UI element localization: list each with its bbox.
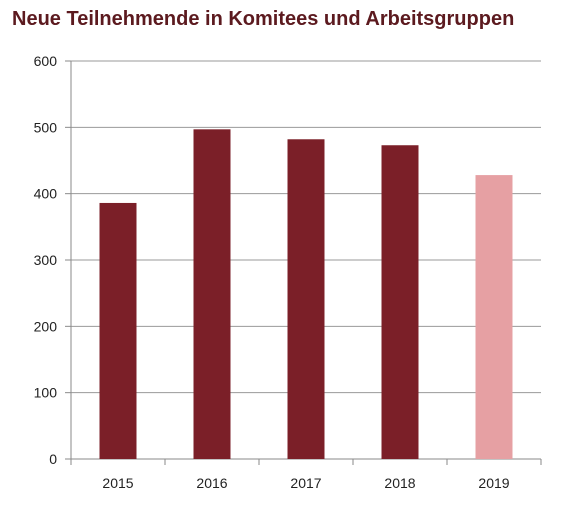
bar-2019 <box>475 175 513 460</box>
bar-2015 <box>99 202 137 459</box>
bar-2017 <box>287 139 325 460</box>
chart-title: Neue Teilnehmende in Komitees und Arbeit… <box>12 8 515 30</box>
y-tick-label: 300 <box>34 252 58 268</box>
x-tick-label: 2019 <box>478 475 509 491</box>
y-tick-label: 600 <box>34 53 58 69</box>
bar-2016 <box>193 129 231 459</box>
y-tick-label: 200 <box>34 318 58 334</box>
x-tick-label: 2015 <box>102 475 133 491</box>
x-tick-label: 2018 <box>384 475 415 491</box>
x-tick-label: 2017 <box>290 475 321 491</box>
y-tick-label: 0 <box>49 451 57 467</box>
y-tick-label: 500 <box>34 119 58 135</box>
x-tick-label: 2016 <box>196 475 227 491</box>
y-tick-label: 400 <box>34 186 58 202</box>
bar-2018 <box>381 145 419 459</box>
y-tick-label: 100 <box>34 385 58 401</box>
